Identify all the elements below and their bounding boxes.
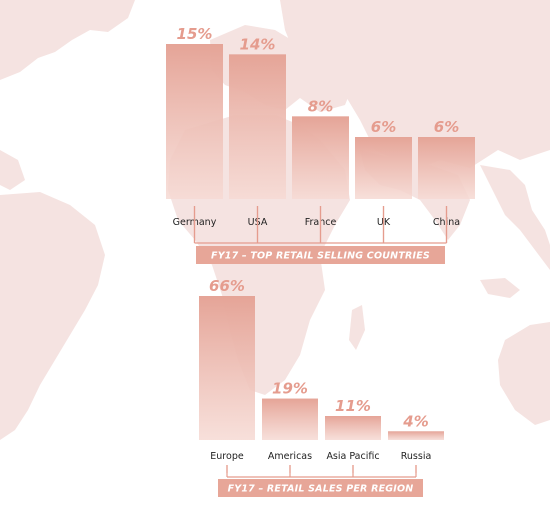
region-category-label-1: Europe bbox=[210, 451, 244, 462]
region-category-label-2: Americas bbox=[268, 451, 312, 462]
region-bar-2 bbox=[262, 398, 318, 440]
region-chart-title: FY17 – RETAIL SALES PER REGION bbox=[228, 484, 414, 495]
region-bar-1 bbox=[199, 296, 255, 440]
region-value-label-4: 4% bbox=[402, 412, 428, 430]
country-title-banner bbox=[196, 246, 445, 264]
map-south-america bbox=[0, 192, 105, 440]
map-indonesia bbox=[480, 278, 520, 298]
country-bar-3 bbox=[292, 116, 349, 199]
map-greenland bbox=[92, 0, 118, 14]
map-southeast-asia bbox=[480, 165, 550, 270]
region-category-label-4: Russia bbox=[401, 451, 432, 462]
map-madagascar bbox=[349, 305, 365, 350]
country-value-label-3: 8% bbox=[308, 97, 333, 115]
region-value-label-3: 11% bbox=[335, 397, 371, 415]
region-bar-4 bbox=[388, 431, 444, 440]
map-asia-north bbox=[280, 0, 550, 170]
region-value-label-1: 66% bbox=[209, 277, 245, 295]
country-value-label-2: 14% bbox=[240, 35, 276, 53]
map-australia bbox=[498, 322, 550, 425]
map-north-america-north bbox=[0, 0, 135, 80]
country-value-label-1: 15% bbox=[177, 25, 213, 43]
country-value-label-4: 6% bbox=[371, 118, 396, 136]
sales-per-region-chart: 66% Europe 19% Americas 11% Asia Pacific 4% Rus… bbox=[199, 277, 444, 497]
country-bar-2 bbox=[229, 54, 286, 200]
region-title-banner bbox=[218, 479, 423, 497]
top-countries-chart: 15%Germany14%USA8%France6%UK6%ChinaFY17 … bbox=[166, 25, 475, 264]
country-chart-title: FY17 – TOP RETAIL SELLING COUNTRIES bbox=[211, 251, 430, 262]
region-bar-3 bbox=[325, 416, 381, 440]
map-central-america bbox=[0, 150, 25, 190]
country-value-label-5: 6% bbox=[434, 118, 459, 136]
country-bar-5 bbox=[418, 137, 475, 199]
region-category-label-3: Asia Pacific bbox=[326, 451, 379, 462]
country-bar-4 bbox=[355, 137, 412, 199]
country-bar-1 bbox=[166, 44, 223, 199]
region-value-label-2: 19% bbox=[272, 380, 308, 398]
